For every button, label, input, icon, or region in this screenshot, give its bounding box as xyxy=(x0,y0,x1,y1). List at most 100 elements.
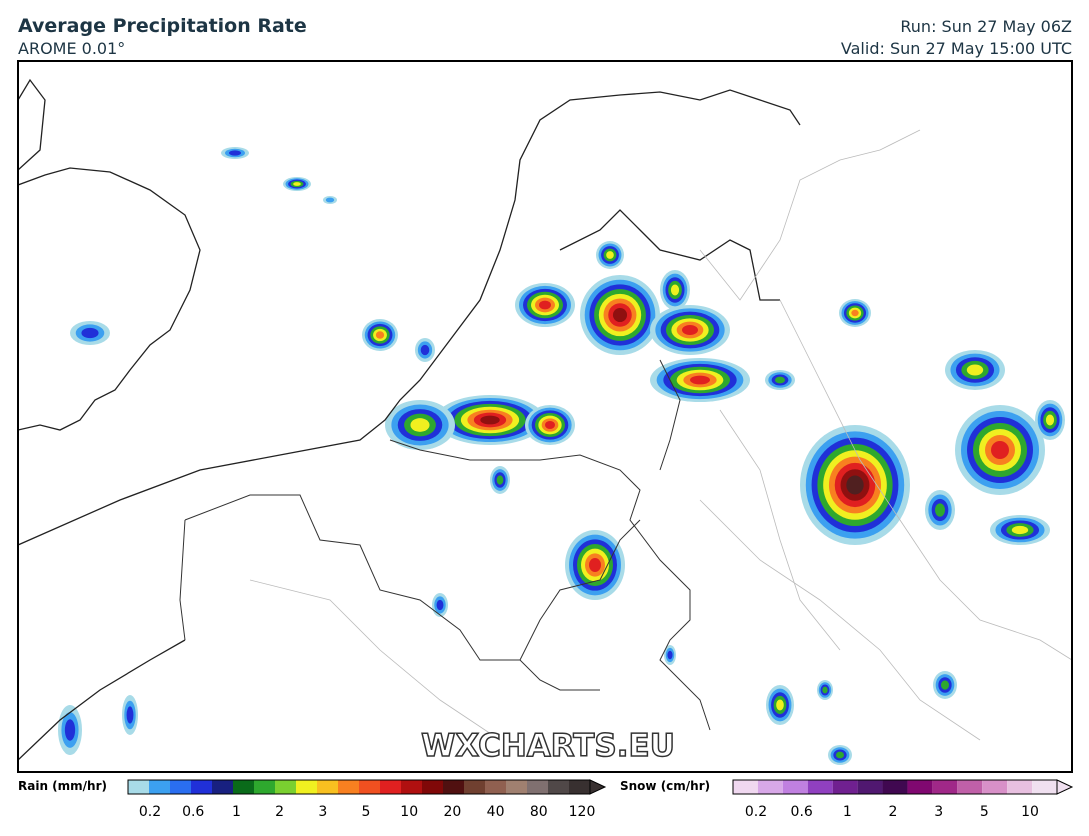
rain-bar-swatch xyxy=(359,780,380,794)
precip-cell xyxy=(991,441,1009,459)
snow-bar-swatch xyxy=(857,780,883,794)
rain-bar-swatch xyxy=(464,780,485,794)
rain-bar-swatch xyxy=(296,780,317,794)
precip-cell xyxy=(941,680,949,690)
precip-cell xyxy=(851,309,859,317)
precip-cell xyxy=(293,182,301,186)
snow-tick-label: 10 xyxy=(1021,804,1039,820)
map-frame xyxy=(17,60,1073,773)
rain-bar-swatch xyxy=(401,780,422,794)
rain-bar-swatch xyxy=(128,780,149,794)
rain-bar-swatch xyxy=(275,780,296,794)
precip-cell xyxy=(606,251,614,259)
precip-cell xyxy=(126,706,134,724)
precipitation xyxy=(58,147,1065,765)
rain-bar-swatch xyxy=(149,780,170,794)
precip-cell xyxy=(690,375,710,385)
precip-cell xyxy=(480,415,500,425)
rain-bar-swatch xyxy=(191,780,212,794)
snow-tick-label: 2 xyxy=(889,804,898,820)
rain-tick-label: 1 xyxy=(232,804,241,820)
title: Average Precipitation Rate xyxy=(18,15,307,37)
precip-cell xyxy=(836,751,844,759)
precip-cell xyxy=(539,300,551,310)
precip-cell xyxy=(410,418,430,432)
precip-cell xyxy=(935,503,945,517)
precip-cell xyxy=(846,475,864,495)
border-east xyxy=(389,439,711,731)
rain-bar-swatch xyxy=(485,780,506,794)
coastline-uk xyxy=(18,167,201,431)
precip-cell xyxy=(545,421,555,429)
precip-cell xyxy=(682,325,698,335)
snow-tick-label: 0.6 xyxy=(791,804,813,820)
valid-time: Valid: Sun 27 May 15:00 UTC xyxy=(841,39,1072,58)
snow-bar-outline xyxy=(732,779,1058,795)
snow-bar-swatch xyxy=(782,780,808,794)
rain-bar-swatch xyxy=(170,780,191,794)
coastline-normandy xyxy=(18,639,186,761)
rain-bar-swatch xyxy=(506,780,527,794)
snow-bar-swatch xyxy=(733,780,758,794)
rain-tick-label: 5 xyxy=(362,804,371,820)
rain-tick-label: 80 xyxy=(530,804,548,820)
rain-bar-swatch xyxy=(569,780,590,794)
precip-cell xyxy=(1011,525,1029,535)
rain-bar-swatch xyxy=(233,780,254,794)
border-luxembourg xyxy=(519,519,641,661)
precip-cell xyxy=(667,650,673,660)
snow-tick-label: 1 xyxy=(843,804,852,820)
coastline-ijsselmeer xyxy=(559,209,780,301)
precip-cell xyxy=(325,197,335,203)
precip-cell xyxy=(229,150,241,156)
snow-bar-swatch xyxy=(882,780,908,794)
snow-tick-label: 3 xyxy=(934,804,943,820)
precip-cell xyxy=(64,719,76,741)
rain-tick-label: 120 xyxy=(569,804,596,820)
rain-bar-swatch xyxy=(380,780,401,794)
snow-bar-swatch xyxy=(907,780,933,794)
border-france xyxy=(184,494,600,691)
snow-bar-swatch xyxy=(957,780,983,794)
rain-bar-swatch xyxy=(317,780,338,794)
coastline-uk-north xyxy=(18,78,46,171)
rain-bar-outline xyxy=(127,779,591,795)
rain-tick-label: 40 xyxy=(487,804,505,820)
rain-bar-swatch xyxy=(548,780,569,794)
snow-bar-swatch xyxy=(757,780,783,794)
rain-bar-swatch xyxy=(254,780,275,794)
snow-bar-swatch xyxy=(832,780,858,794)
precip-cell xyxy=(496,475,504,485)
precip-cell xyxy=(589,558,601,572)
legend-bars xyxy=(127,779,1074,795)
precip-cell xyxy=(436,599,444,611)
snow-legend-label: Snow (cm/hr) xyxy=(620,779,710,793)
precip-cell xyxy=(81,327,99,339)
snow-bar-swatch xyxy=(932,780,958,794)
precip-cell xyxy=(375,331,385,339)
rain-tick-label: 2 xyxy=(275,804,284,820)
rain-tick-label: 20 xyxy=(443,804,461,820)
rain-bar-arrow xyxy=(589,779,607,795)
regional-borders xyxy=(249,129,1072,741)
rain-bar-swatch xyxy=(338,780,359,794)
rain-tick-label: 0.2 xyxy=(139,804,161,820)
precip-cell xyxy=(1045,414,1055,426)
precip-cell xyxy=(966,364,984,376)
rain-tick-label: 3 xyxy=(318,804,327,820)
precip-cell xyxy=(822,686,828,694)
rain-bar-swatch xyxy=(212,780,233,794)
rain-tick-label: 10 xyxy=(400,804,418,820)
snow-bar-arrow xyxy=(1056,779,1074,795)
snow-bar-swatch xyxy=(1007,780,1033,794)
model: AROME 0.01° xyxy=(18,39,125,58)
snow-bar-swatch xyxy=(807,780,833,794)
map xyxy=(18,61,1072,772)
precip-cell xyxy=(775,376,785,384)
snow-bar-swatch xyxy=(982,780,1008,794)
snow-tick-label: 0.2 xyxy=(745,804,767,820)
border-nl-de xyxy=(659,359,681,471)
border-west xyxy=(179,519,186,641)
precip-cell xyxy=(776,699,784,711)
